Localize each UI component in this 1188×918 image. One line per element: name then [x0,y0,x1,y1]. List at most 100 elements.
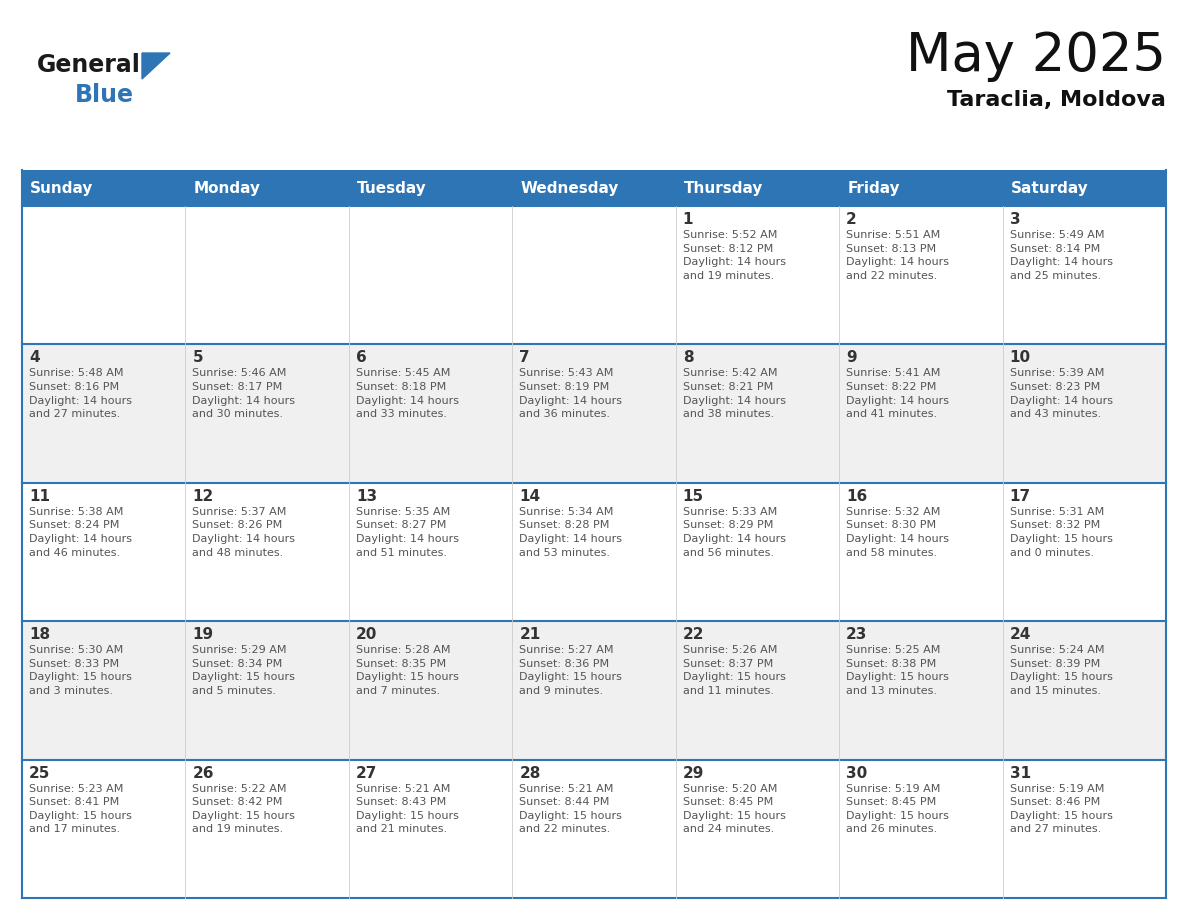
Text: Sunrise: 5:41 AM
Sunset: 8:22 PM
Daylight: 14 hours
and 41 minutes.: Sunrise: 5:41 AM Sunset: 8:22 PM Dayligh… [846,368,949,420]
Bar [23,759,185,898]
Bar [185,759,349,898]
Bar [839,170,1003,206]
Text: Sunrise: 5:39 AM
Sunset: 8:23 PM
Daylight: 14 hours
and 43 minutes.: Sunrise: 5:39 AM Sunset: 8:23 PM Dayligh… [1010,368,1113,420]
Text: Sunrise: 5:45 AM
Sunset: 8:18 PM
Daylight: 14 hours
and 33 minutes.: Sunrise: 5:45 AM Sunset: 8:18 PM Dayligh… [356,368,459,420]
Text: 21: 21 [519,627,541,643]
Bar [512,483,676,621]
Text: Sunrise: 5:43 AM
Sunset: 8:19 PM
Daylight: 14 hours
and 36 minutes.: Sunrise: 5:43 AM Sunset: 8:19 PM Dayligh… [519,368,623,420]
Text: Taraclia, Moldova: Taraclia, Moldova [947,90,1165,110]
Text: Monday: Monday [194,181,260,196]
Text: Sunrise: 5:19 AM
Sunset: 8:46 PM
Daylight: 15 hours
and 27 minutes.: Sunrise: 5:19 AM Sunset: 8:46 PM Dayligh… [1010,784,1112,834]
Bar [349,206,512,344]
Bar [1003,483,1165,621]
Text: Sunrise: 5:23 AM
Sunset: 8:41 PM
Daylight: 15 hours
and 17 minutes.: Sunrise: 5:23 AM Sunset: 8:41 PM Dayligh… [29,784,132,834]
Text: Sunrise: 5:48 AM
Sunset: 8:16 PM
Daylight: 14 hours
and 27 minutes.: Sunrise: 5:48 AM Sunset: 8:16 PM Dayligh… [29,368,132,420]
Text: Tuesday: Tuesday [356,181,426,196]
Bar [349,344,512,483]
Bar [512,621,676,759]
Bar [676,483,839,621]
Bar [23,170,185,206]
Text: Sunrise: 5:46 AM
Sunset: 8:17 PM
Daylight: 14 hours
and 30 minutes.: Sunrise: 5:46 AM Sunset: 8:17 PM Dayligh… [192,368,296,420]
Text: 12: 12 [192,488,214,504]
Text: 3: 3 [1010,212,1020,227]
Text: Sunrise: 5:32 AM
Sunset: 8:30 PM
Daylight: 14 hours
and 58 minutes.: Sunrise: 5:32 AM Sunset: 8:30 PM Dayligh… [846,507,949,557]
Text: Sunrise: 5:30 AM
Sunset: 8:33 PM
Daylight: 15 hours
and 3 minutes.: Sunrise: 5:30 AM Sunset: 8:33 PM Dayligh… [29,645,132,696]
Text: Sunday: Sunday [30,181,94,196]
Text: Sunrise: 5:25 AM
Sunset: 8:38 PM
Daylight: 15 hours
and 13 minutes.: Sunrise: 5:25 AM Sunset: 8:38 PM Dayligh… [846,645,949,696]
Text: 5: 5 [192,351,203,365]
Bar [839,621,1003,759]
Text: Sunrise: 5:38 AM
Sunset: 8:24 PM
Daylight: 14 hours
and 46 minutes.: Sunrise: 5:38 AM Sunset: 8:24 PM Dayligh… [29,507,132,557]
Text: Sunrise: 5:22 AM
Sunset: 8:42 PM
Daylight: 15 hours
and 19 minutes.: Sunrise: 5:22 AM Sunset: 8:42 PM Dayligh… [192,784,296,834]
Bar [676,170,839,206]
Text: 14: 14 [519,488,541,504]
Text: Sunrise: 5:29 AM
Sunset: 8:34 PM
Daylight: 15 hours
and 5 minutes.: Sunrise: 5:29 AM Sunset: 8:34 PM Dayligh… [192,645,296,696]
Bar [23,344,185,483]
Bar [512,759,676,898]
Bar [839,483,1003,621]
Bar [1003,344,1165,483]
Text: 28: 28 [519,766,541,780]
Bar [23,621,185,759]
Text: 20: 20 [356,627,378,643]
Text: 17: 17 [1010,488,1031,504]
Bar [676,759,839,898]
Text: 9: 9 [846,351,857,365]
Text: 10: 10 [1010,351,1031,365]
Text: Sunrise: 5:24 AM
Sunset: 8:39 PM
Daylight: 15 hours
and 15 minutes.: Sunrise: 5:24 AM Sunset: 8:39 PM Dayligh… [1010,645,1112,696]
Text: 29: 29 [683,766,704,780]
Text: 15: 15 [683,488,703,504]
Bar [512,170,676,206]
Text: 13: 13 [356,488,377,504]
Text: 8: 8 [683,351,694,365]
Bar [1003,206,1165,344]
Text: Sunrise: 5:21 AM
Sunset: 8:43 PM
Daylight: 15 hours
and 21 minutes.: Sunrise: 5:21 AM Sunset: 8:43 PM Dayligh… [356,784,459,834]
Text: Sunrise: 5:42 AM
Sunset: 8:21 PM
Daylight: 14 hours
and 38 minutes.: Sunrise: 5:42 AM Sunset: 8:21 PM Dayligh… [683,368,785,420]
Text: Sunrise: 5:52 AM
Sunset: 8:12 PM
Daylight: 14 hours
and 19 minutes.: Sunrise: 5:52 AM Sunset: 8:12 PM Dayligh… [683,230,785,281]
Bar [185,170,349,206]
Bar [23,483,185,621]
Bar [185,621,349,759]
Text: 4: 4 [29,351,39,365]
Text: 26: 26 [192,766,214,780]
Text: May 2025: May 2025 [906,30,1165,82]
Text: 19: 19 [192,627,214,643]
Text: 7: 7 [519,351,530,365]
Text: 24: 24 [1010,627,1031,643]
Text: Thursday: Thursday [684,181,763,196]
Text: 30: 30 [846,766,867,780]
Bar [185,344,349,483]
Text: 6: 6 [356,351,367,365]
Bar [1003,621,1165,759]
Text: Sunrise: 5:51 AM
Sunset: 8:13 PM
Daylight: 14 hours
and 22 minutes.: Sunrise: 5:51 AM Sunset: 8:13 PM Dayligh… [846,230,949,281]
Text: Sunrise: 5:21 AM
Sunset: 8:44 PM
Daylight: 15 hours
and 22 minutes.: Sunrise: 5:21 AM Sunset: 8:44 PM Dayligh… [519,784,623,834]
Bar [676,206,839,344]
Bar [349,759,512,898]
Text: 31: 31 [1010,766,1031,780]
Bar [512,206,676,344]
Text: Friday: Friday [847,181,899,196]
Text: Sunrise: 5:28 AM
Sunset: 8:35 PM
Daylight: 15 hours
and 7 minutes.: Sunrise: 5:28 AM Sunset: 8:35 PM Dayligh… [356,645,459,696]
Text: 23: 23 [846,627,867,643]
Text: 22: 22 [683,627,704,643]
Text: General: General [37,53,141,77]
Text: Sunrise: 5:49 AM
Sunset: 8:14 PM
Daylight: 14 hours
and 25 minutes.: Sunrise: 5:49 AM Sunset: 8:14 PM Dayligh… [1010,230,1113,281]
Text: Sunrise: 5:35 AM
Sunset: 8:27 PM
Daylight: 14 hours
and 51 minutes.: Sunrise: 5:35 AM Sunset: 8:27 PM Dayligh… [356,507,459,557]
Text: Sunrise: 5:26 AM
Sunset: 8:37 PM
Daylight: 15 hours
and 11 minutes.: Sunrise: 5:26 AM Sunset: 8:37 PM Dayligh… [683,645,785,696]
Bar [23,206,185,344]
Bar [1003,759,1165,898]
Text: Saturday: Saturday [1011,181,1088,196]
Text: 11: 11 [29,488,50,504]
Text: Blue: Blue [75,83,134,107]
Text: Sunrise: 5:33 AM
Sunset: 8:29 PM
Daylight: 14 hours
and 56 minutes.: Sunrise: 5:33 AM Sunset: 8:29 PM Dayligh… [683,507,785,557]
Bar [676,621,839,759]
Text: 1: 1 [683,212,694,227]
Bar [349,170,512,206]
Polygon shape [143,53,170,79]
Bar [839,759,1003,898]
Bar [349,483,512,621]
Text: Wednesday: Wednesday [520,181,619,196]
Text: 27: 27 [356,766,378,780]
Text: 16: 16 [846,488,867,504]
Text: 25: 25 [29,766,50,780]
